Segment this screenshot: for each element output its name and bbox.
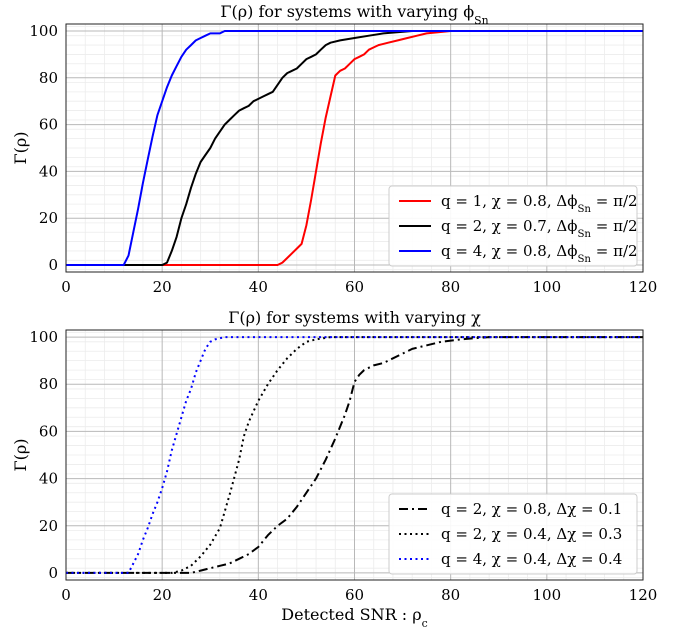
x-tick-label: 80 (441, 278, 460, 296)
legend-box (388, 185, 638, 267)
plot-frame (65, 23, 644, 273)
chart-2: 0 20 40 60 80 100 120 0 20 40 60 80 100 Γ(ρ) for syst… (11, 308, 657, 630)
legend-label-2-sub: Sn (577, 229, 591, 240)
x-tick-label: 100 (533, 278, 562, 296)
y-tick-label: 80 (39, 375, 58, 393)
legend-label-2: q = 2, χ = 0.4, Δχ = 0.3 (441, 525, 622, 543)
y-tick-label: 100 (29, 22, 58, 40)
y-tick-label: 0 (48, 256, 58, 274)
y-tick-label: 0 (48, 564, 58, 582)
chart-title-main: Γ(ρ) for systems with varying χ (228, 308, 481, 327)
y-axis-label: Γ(ρ) (11, 132, 30, 165)
legend-label-3-post: = π/2 (591, 242, 638, 260)
x-tick-label: 0 (61, 586, 71, 604)
x-tick-label: 40 (249, 278, 268, 296)
y-tick-label: 20 (39, 209, 58, 227)
legend-label-2-post: = π/2 (591, 217, 638, 235)
x-tick-label: 60 (345, 278, 364, 296)
x-axis-label: Detected SNR : ρc (281, 605, 427, 630)
legend-label-3: q = 4, χ = 0.4, Δχ = 0.4 (441, 550, 622, 568)
legend: q = 1, χ = 0.8, ΔϕSn = π/2q = 2, χ = 0.7… (388, 185, 638, 267)
legend-label-3-main: q = 4, χ = 0.4, Δχ = 0.4 (441, 550, 622, 568)
legend-label-3-main: q = 4, χ = 0.8, Δϕ (441, 242, 577, 260)
y-tick-label: 60 (39, 422, 58, 440)
series-line-2 (66, 336, 643, 574)
series-line-2 (66, 30, 643, 266)
chart-title-sub: Sn (474, 14, 488, 27)
x-tick-label: 120 (629, 586, 658, 604)
x-tick-label: 0 (61, 278, 71, 296)
x-axis-label-sub: c (422, 617, 428, 630)
y-tick-label: 40 (39, 470, 58, 488)
chart-title: Γ(ρ) for systems with varying ϕSn (220, 2, 488, 27)
series-line-3 (66, 336, 643, 574)
legend-label-2: q = 2, χ = 0.7, ΔϕSn = π/2 (441, 217, 638, 240)
legend-label-1-main: q = 1, χ = 0.8, Δϕ (441, 192, 577, 210)
x-tick-label: 40 (249, 586, 268, 604)
y-tick-label: 80 (39, 69, 58, 87)
x-tick-label: 100 (533, 586, 562, 604)
legend-label-2-main: q = 2, χ = 0.4, Δχ = 0.3 (441, 525, 622, 543)
y-tick-label: 100 (29, 328, 58, 346)
x-tick-label: 20 (153, 586, 172, 604)
chart-1: 0 20 40 60 80 100 120 0 20 40 60 80 100 Γ(ρ) for syst… (11, 2, 657, 296)
plot-frame (65, 329, 644, 581)
x-tick-label: 20 (153, 278, 172, 296)
series-line-3 (66, 30, 643, 266)
legend-label-2-main: q = 2, χ = 0.7, Δϕ (441, 217, 577, 235)
x-tick-label: 120 (629, 278, 658, 296)
legend-label-1: q = 1, χ = 0.8, ΔϕSn = π/2 (441, 192, 638, 215)
x-tick-label: 60 (345, 586, 364, 604)
legend-label-1: q = 2, χ = 0.8, Δχ = 0.1 (441, 500, 622, 518)
chart-title-main: Γ(ρ) for systems with varying ϕ (220, 2, 474, 21)
legend-label-1-post: = π/2 (591, 192, 638, 210)
legend: q = 2, χ = 0.8, Δχ = 0.1 q = 2, χ = 0.4, … (388, 493, 638, 575)
legend-label-3: q = 4, χ = 0.8, ΔϕSn = π/2 (441, 242, 638, 265)
legend-box (388, 493, 638, 575)
legend-label-1-main: q = 2, χ = 0.8, Δχ = 0.1 (441, 500, 622, 518)
x-tick-label: 80 (441, 586, 460, 604)
legend-label-1-sub: Sn (577, 204, 591, 215)
y-tick-label: 60 (39, 116, 58, 134)
chart-title: Γ(ρ) for systems with varying χ (228, 308, 481, 327)
x-axis-label-main: Detected SNR : ρ (281, 605, 421, 624)
series-line-1 (66, 30, 643, 266)
y-tick-label: 20 (39, 517, 58, 535)
legend-label-3-sub: Sn (577, 254, 591, 265)
y-axis-label: Γ(ρ) (11, 439, 30, 472)
y-tick-label: 40 (39, 162, 58, 180)
